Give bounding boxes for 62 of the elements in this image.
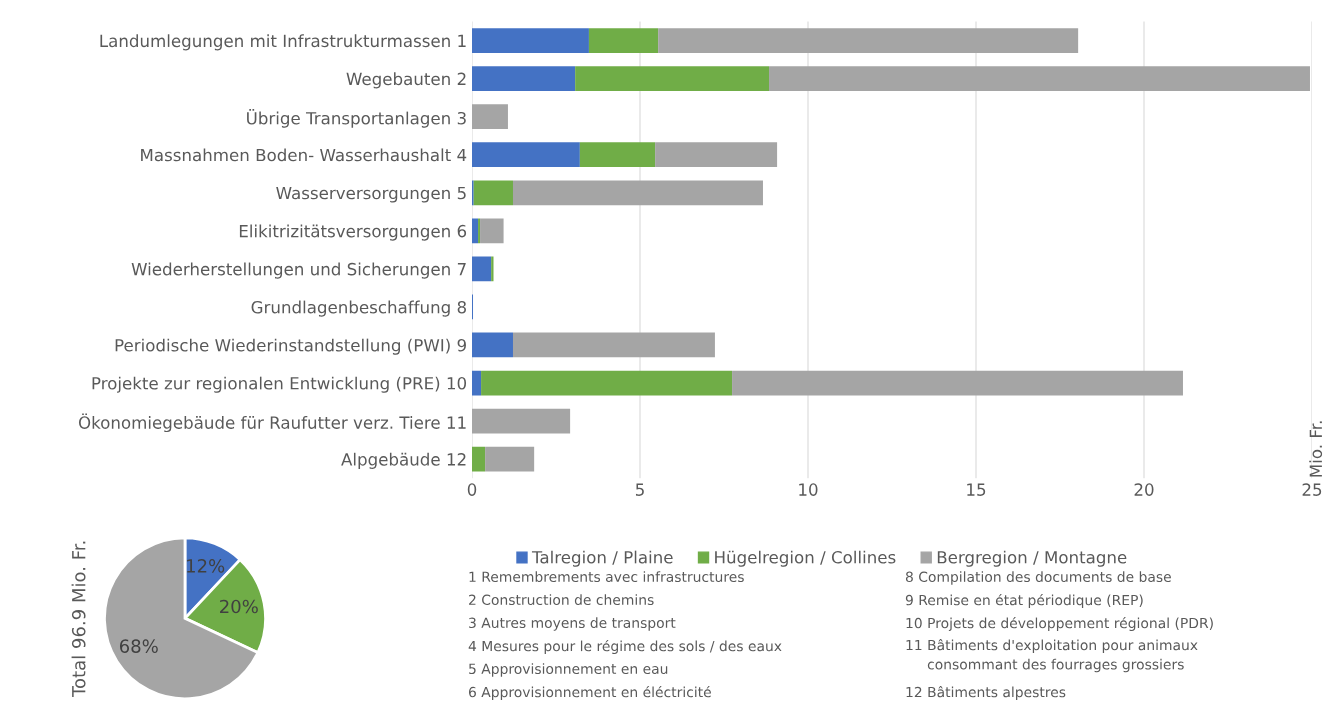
y-tick-label: Massnahmen Boden- Wasserhaushalt 4 [141,148,467,162]
text: 1 Remembrements avec infrastructures [469,571,744,583]
y-tick-label: Wiederherstellungen und Sicherungen 7 [131,262,466,279]
y-tick-label: Landumlegungen mit Infrastrukturmassen 1 [100,34,466,51]
bar [588,28,659,53]
text: 10 Projets de développement régional (PDR) [906,617,1213,631]
bar [512,180,763,206]
bar [472,446,486,472]
y-tick-label: Periodische Wiederinstandstellung (PWI) 9 [115,338,466,355]
y-tick-label: Grundlagenbeschaffung 8 [251,300,466,317]
x-tick-label: 10 [799,483,818,496]
bar [655,142,778,168]
bar [575,66,770,92]
bar [472,142,580,168]
bar [478,218,481,244]
bar [512,332,715,358]
bar [472,256,492,282]
bar [472,332,513,358]
bar [658,28,1079,53]
x-tick-label: 25 [1302,483,1322,496]
text: 6 Approvisionnement en éléctricité [468,686,711,700]
text: Total 96.9 Mio. Fr. [71,541,86,698]
y-tick-label: Übrige Transportanlagen 3 [247,109,466,128]
text: 3 Autres moyens de transport [469,617,676,631]
bar [481,370,733,396]
legend-label: Talregion / Plaine [531,550,673,567]
bar [472,66,576,92]
bar [480,218,504,244]
y-tick-label: Alpgebäude 12 [341,452,466,469]
y-tick-label: Wegebauten 2 [346,72,466,89]
y-tick-label: Ökonomiegebäude für Raufutter verz. Tiere 11 [78,413,466,433]
bar [472,370,482,396]
text: 4 Mesures pour le régime des sols / des eaux [468,640,782,654]
bar [472,28,589,53]
y-tick-label: Wasserversorgungen 5 [276,186,466,203]
text: 11 Bâtiments d'exploitation pour animaux consommant des fourrages grossiers [906,639,1198,673]
x-tick-label: 5 [635,483,644,496]
y-axis-title: Mio. Fr. [1309,421,1323,477]
data-label: 12% [187,559,225,573]
text: 12 Bâtiments alpestres [906,686,1066,700]
bar [769,66,1310,92]
data-label: 20% [220,599,258,614]
data-label: 68% [119,639,158,653]
bar [485,446,535,472]
text: 9 Remise en état périodique (REP) [905,594,1143,608]
text: 8 Compilation des documents de base [905,571,1171,585]
bar [472,408,571,434]
x-tick-label: 0 [467,483,477,496]
legend-label: Bergregion / Montagne [937,550,1127,567]
text: 2 Construction de chemins [469,594,654,606]
bar [732,370,1183,396]
legend-label: Hügelregion / Collines [715,550,896,567]
bar [491,256,494,282]
y-tick-label: Projekte zur regionalen Entwicklung (PRE) 10 [92,376,467,393]
bar [473,180,513,206]
x-tick-label: 20 [1134,483,1154,496]
bar [472,104,508,130]
y-tick-label: Elikitrizitätsversorgungen 6 [239,224,467,241]
x-tick-label: 15 [967,483,986,496]
text: 5 Approvisionnement en eau [469,663,668,677]
bar [472,218,479,244]
bar [579,142,656,168]
